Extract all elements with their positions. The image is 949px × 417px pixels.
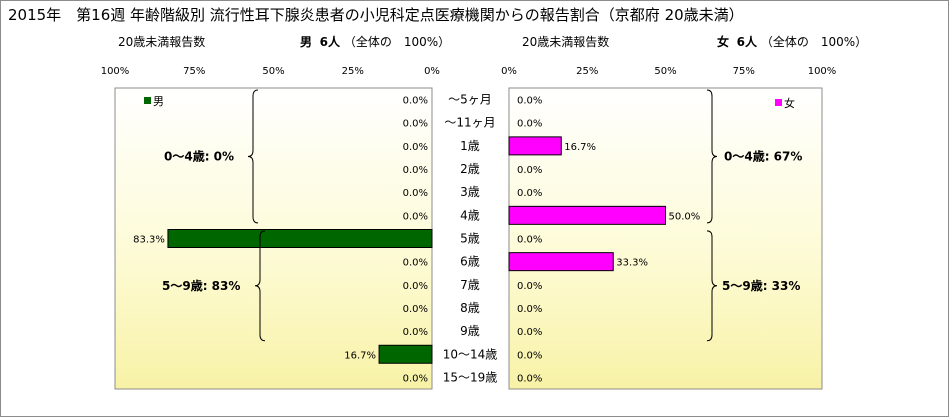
male-value-label: 83.3%	[133, 235, 165, 246]
right-x-tick-label: 50%	[654, 66, 676, 77]
left-caption: 20歳未満報告数	[118, 35, 206, 49]
female-value-label: 16.7%	[564, 142, 596, 153]
right-x-tick-label: 25%	[576, 66, 598, 77]
category-label: 6歳	[460, 255, 480, 269]
category-label: ～5ヶ月	[448, 93, 492, 107]
female-value-label: 0.0%	[517, 304, 542, 315]
male-value-label: 0.0%	[403, 373, 428, 384]
male-value-label: 0.0%	[403, 281, 428, 292]
female-value-label: 50.0%	[669, 211, 701, 222]
male-value-label: 0.0%	[403, 165, 428, 176]
left-x-tick-label: 75%	[183, 66, 205, 77]
category-label: 7歳	[460, 278, 480, 292]
left-sex: 男	[300, 35, 313, 49]
left-count-value: 6人	[319, 35, 341, 49]
female-value-label: 0.0%	[517, 96, 542, 107]
male-value-label: 0.0%	[403, 327, 428, 338]
right-group-brace	[706, 230, 718, 342]
left-x-tick-label: 0%	[424, 66, 440, 77]
female-value-label: 0.0%	[517, 350, 542, 361]
male-value-label: 0.0%	[403, 96, 428, 107]
right-group-annotation: 5～9歳: 33%	[722, 278, 800, 293]
male-value-label: 0.0%	[403, 211, 428, 222]
right-group-annotation: 0～4歳: 67%	[724, 148, 802, 163]
male-value-label: 16.7%	[344, 350, 376, 361]
female-legend-swatch	[775, 99, 782, 106]
male-value-label: 0.0%	[403, 142, 428, 153]
male-value-label: 0.0%	[403, 119, 428, 130]
female-value-label: 0.0%	[517, 188, 542, 199]
left-share: （全体の 100%）	[343, 35, 451, 49]
female-bar	[508, 205, 666, 225]
right-sex: 女	[717, 35, 730, 49]
chart-title: 2015年 第16週 年齢階級別 流行性耳下腺炎患者の小児科定点医療機関からの報…	[8, 6, 744, 24]
left-group-brace	[254, 230, 266, 342]
left-group-annotation: 0～4歳: 0%	[164, 148, 234, 163]
female-value-label: 0.0%	[517, 373, 542, 384]
category-label: 2歳	[460, 162, 480, 176]
male-bar	[378, 344, 433, 364]
category-label: 3歳	[460, 185, 480, 199]
category-label: 9歳	[460, 324, 480, 338]
right-caption: 20歳未満報告数	[522, 35, 610, 49]
female-value-label: 33.3%	[616, 258, 648, 269]
male-value-label: 0.0%	[403, 304, 428, 315]
male-legend-label: 男	[153, 95, 164, 108]
left-x-tick-label: 100%	[101, 66, 130, 77]
category-label: 10～14歳	[443, 347, 498, 361]
right-count-value: 6人	[736, 35, 758, 49]
female-value-label: 0.0%	[517, 281, 542, 292]
right-x-tick-label: 75%	[733, 66, 755, 77]
right-group-brace	[706, 89, 718, 224]
female-value-label: 0.0%	[517, 119, 542, 130]
category-label: 5歳	[460, 232, 480, 246]
category-label: 1歳	[460, 139, 480, 153]
left-group-brace	[247, 89, 259, 224]
category-label: ～11ヶ月	[444, 116, 495, 130]
female-value-label: 0.0%	[517, 327, 542, 338]
category-label: 8歳	[460, 301, 480, 315]
female-bar	[508, 252, 614, 272]
right-x-tick-label: 0%	[501, 66, 517, 77]
female-legend-label: 女	[784, 96, 795, 110]
left-group-annotation: 5～9歳: 83%	[162, 278, 240, 293]
right-count: 女 6人 （全体の 100%）	[717, 33, 867, 50]
left-x-tick-label: 50%	[262, 66, 284, 77]
left-x-tick-label: 25%	[342, 66, 364, 77]
category-label: 15～19歳	[443, 370, 498, 384]
category-label: 4歳	[460, 208, 480, 222]
male-value-label: 0.0%	[403, 258, 428, 269]
male-legend-swatch	[144, 97, 151, 104]
left-count: 男 6人 （全体の 100%）	[300, 33, 450, 50]
female-bar	[508, 136, 562, 156]
female-value-label: 0.0%	[517, 235, 542, 246]
male-value-label: 0.0%	[403, 188, 428, 199]
right-share: （全体の 100%）	[760, 35, 868, 49]
male-bar	[167, 229, 433, 248]
right-plot-area	[508, 87, 823, 390]
right-x-tick-label: 100%	[808, 66, 837, 77]
female-value-label: 0.0%	[517, 165, 542, 176]
